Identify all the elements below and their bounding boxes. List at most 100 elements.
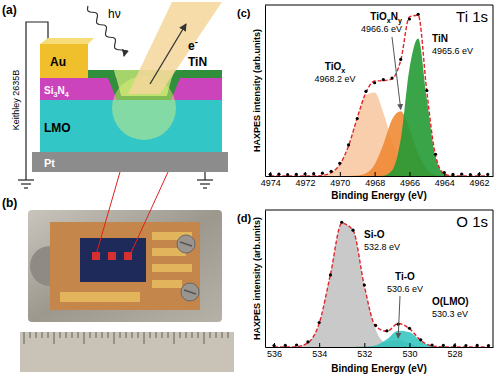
frame	[265, 210, 493, 211]
x-tick: 532	[357, 343, 372, 359]
data-point	[306, 340, 309, 343]
data-point	[284, 344, 287, 347]
ruler-tick	[24, 332, 25, 344]
ruler-tick	[192, 332, 193, 338]
x-axis: 4974497249704968496649644962	[261, 172, 494, 188]
component-label: Ti-O	[395, 271, 415, 282]
x-tick-mark	[340, 172, 341, 176]
screw-slot	[180, 242, 192, 246]
screw-slot	[184, 290, 196, 294]
x-tick-mark	[305, 172, 306, 176]
data-point	[340, 221, 343, 224]
x-axis-line	[266, 347, 494, 348]
component-area	[270, 93, 488, 176]
electron-beam	[128, 2, 222, 94]
x-tick-mark	[479, 172, 480, 176]
component-area	[270, 38, 488, 176]
data-point	[469, 173, 472, 176]
x-tick-label: 534	[312, 349, 327, 359]
device-schematic: (a)Keithley 2635Be-hνAuTiNSi3N4LMOPt	[2, 2, 228, 255]
x-tick-label: 4966	[400, 178, 420, 188]
ruler-tick	[114, 332, 115, 344]
x-axis-line	[266, 176, 494, 177]
peak-energy-label: 530.6 eV	[387, 284, 423, 294]
y-axis-line	[265, 211, 266, 348]
ruler-tick	[174, 332, 175, 344]
component-label: O(LMO)	[432, 296, 469, 307]
layer-label: TiN	[188, 55, 207, 69]
x-tick-mark	[409, 172, 410, 176]
ruler-tick	[66, 332, 67, 338]
data-point	[303, 172, 306, 175]
x-axis-title: Binding Energy (eV)	[331, 190, 427, 201]
ruler-tick	[228, 332, 229, 338]
ruler-tick	[72, 332, 73, 338]
layer-label: Pt	[44, 157, 55, 169]
ruler-tick	[120, 332, 121, 338]
data-point	[382, 78, 385, 81]
data-point	[453, 344, 456, 347]
electron-label: e-	[188, 36, 198, 53]
x-axis: 536534532530528	[266, 343, 494, 359]
x-tick-mark	[274, 343, 275, 347]
sample-chip	[80, 238, 146, 282]
x-tick-label: 530	[402, 349, 417, 359]
photon-arrow	[88, 6, 125, 56]
ruler-tick	[60, 332, 61, 338]
contact-pad	[108, 252, 116, 260]
data-point	[408, 327, 411, 330]
y-axis	[265, 211, 266, 348]
x-tick-mark	[270, 172, 271, 176]
ground-symbol	[18, 180, 34, 188]
x-tick-mark	[364, 343, 365, 347]
layer-au	[40, 44, 88, 78]
x-tick: 4974	[261, 172, 281, 188]
x-tick: 4972	[296, 172, 316, 188]
data-point	[417, 13, 420, 16]
chart-title: Ti 1s	[456, 8, 488, 25]
data-point	[442, 344, 445, 347]
ruler-tick	[210, 332, 211, 338]
y-axis-title: HAXPES intensity (arb.units)	[252, 217, 262, 340]
wire	[204, 172, 205, 180]
x-tick-label: 4968	[365, 178, 385, 188]
x-tick-label: 4964	[435, 178, 455, 188]
x-tick: 4964	[435, 172, 455, 188]
panel-label: (a)	[2, 3, 17, 17]
ruler-tick	[162, 332, 163, 338]
ruler-tick	[144, 332, 145, 344]
data-point	[272, 344, 275, 347]
x-tick-mark	[444, 172, 445, 176]
data-point	[408, 17, 411, 20]
layer-pt	[32, 152, 228, 172]
data-point	[390, 76, 393, 79]
panel-label: (b)	[2, 196, 17, 210]
trace	[60, 292, 140, 302]
data-point	[476, 344, 479, 347]
component-label: TiOxNy	[370, 11, 402, 25]
data-point	[330, 170, 333, 173]
ruler-tick	[180, 332, 181, 338]
ruler-tick	[156, 332, 157, 338]
x-tick: 536	[267, 343, 282, 359]
ruler-tick	[132, 332, 133, 338]
layer-label: Au	[50, 55, 66, 69]
component-area	[274, 223, 488, 347]
data-point	[295, 343, 298, 346]
data-point	[419, 338, 422, 341]
ruler-tick	[108, 332, 109, 338]
component-label: TiN	[432, 33, 448, 44]
ruler-tick	[90, 332, 91, 338]
data-point	[430, 343, 433, 346]
data-point	[486, 173, 489, 176]
spectrum-chart: 4974497249704968496649644962Binding Ener…	[237, 5, 494, 201]
screw	[181, 283, 199, 301]
ruler-tick	[198, 332, 199, 338]
x-tick: 4962	[470, 172, 490, 188]
ruler-tick	[186, 332, 187, 338]
fit-line	[274, 223, 488, 347]
ruler-tick	[126, 332, 127, 338]
data-point	[338, 162, 341, 165]
panel-label: (d)	[237, 212, 251, 224]
spectrum-chart: 536534532530528Binding Energy (eV)HAXPES…	[237, 210, 494, 374]
